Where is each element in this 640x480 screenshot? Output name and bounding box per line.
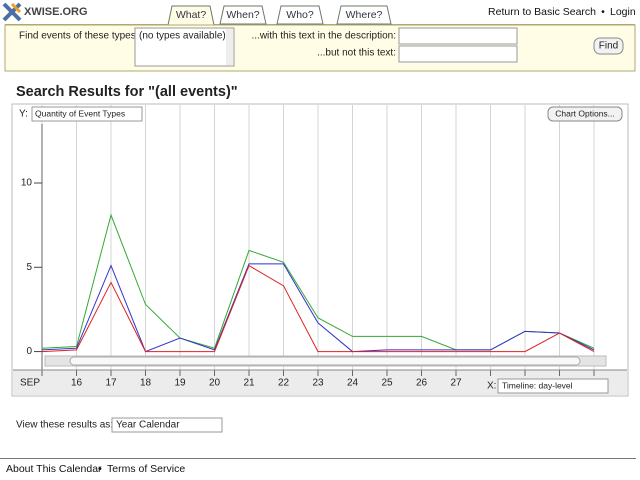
chart-frame: [11, 103, 629, 397]
y-tick-label: 10: [21, 178, 33, 189]
view-label: View these results as:: [16, 420, 113, 431]
chart-options-button[interactable]: [547, 106, 623, 122]
x-tick-label: 27: [450, 378, 462, 389]
x-tick-label: 23: [312, 378, 324, 389]
x-tick-label: 20: [209, 378, 221, 389]
scroll-thumb[interactable]: [69, 356, 581, 366]
tab[interactable]: [336, 5, 392, 25]
text-input[interactable]: [398, 45, 518, 63]
plot: SEP 16 17 18 19 20 21 22 23 24 25 26 27 0 5 10: [13, 105, 627, 389]
y-control-label: Y:: [19, 109, 28, 120]
x-tick-label: 22: [278, 378, 290, 389]
logo-icon: [2, 2, 22, 22]
x-select[interactable]: [497, 378, 609, 394]
find-button[interactable]: [593, 37, 624, 55]
tab-label[interactable]: Who?: [286, 9, 314, 21]
footer-link[interactable]: Terms of Service: [107, 463, 185, 475]
field-label: Find events of these types:: [19, 31, 139, 42]
footer-link[interactable]: About This Calendar: [6, 463, 102, 475]
x-tick-label: 17: [105, 378, 117, 389]
select-value[interactable]: Quantity of Event Types: [35, 108, 125, 118]
x-tick-label: 16: [71, 378, 83, 389]
separator: •: [98, 463, 102, 475]
logo[interactable]: XWISE.ORG: [2, 2, 88, 22]
tab-label[interactable]: Where?: [346, 9, 383, 21]
list-option[interactable]: (no types available): [139, 31, 226, 42]
text-input[interactable]: [398, 27, 518, 45]
nav-link[interactable]: Login: [610, 6, 636, 18]
logo-accent: [10, 2, 22, 14]
y-tick-label: 5: [26, 262, 32, 273]
tab[interactable]: [219, 5, 267, 25]
select-value[interactable]: Year Calendar: [116, 420, 180, 431]
field-label: ...but not this text:: [317, 48, 396, 59]
nav-link[interactable]: Return to Basic Search: [488, 6, 596, 18]
tab-label[interactable]: When?: [226, 9, 259, 21]
x-tick-label: 18: [140, 378, 152, 389]
button-label[interactable]: Find: [599, 41, 618, 52]
x-tick-label: 24: [347, 378, 359, 389]
x-tick-label: 19: [174, 378, 186, 389]
x-tick-label: 21: [243, 378, 255, 389]
separator: •: [601, 6, 605, 18]
select-value[interactable]: Timeline: day-level: [502, 380, 573, 390]
tab[interactable]: [276, 5, 324, 25]
x-tick-label: 25: [381, 378, 393, 389]
logo-text: XWISE.ORG: [24, 6, 88, 18]
tab-label[interactable]: What?: [176, 9, 207, 21]
button-label[interactable]: Chart Options...: [555, 108, 615, 118]
x-tick-label: 26: [416, 378, 428, 389]
field-label: ...with this text in the description:: [251, 31, 396, 42]
search-panel: [4, 24, 636, 72]
y-tick-label: 0: [26, 346, 32, 357]
x-control-label: X:: [487, 381, 496, 392]
list-scrollbar[interactable]: [226, 29, 233, 65]
x-tick-label: SEP: [20, 378, 40, 389]
view-select[interactable]: [111, 417, 223, 433]
y-select[interactable]: [31, 106, 143, 122]
results-title: Search Results for "(all events)": [16, 84, 238, 100]
series-line: [41, 263, 595, 353]
series-line: [41, 264, 595, 353]
types-list[interactable]: [134, 27, 235, 67]
